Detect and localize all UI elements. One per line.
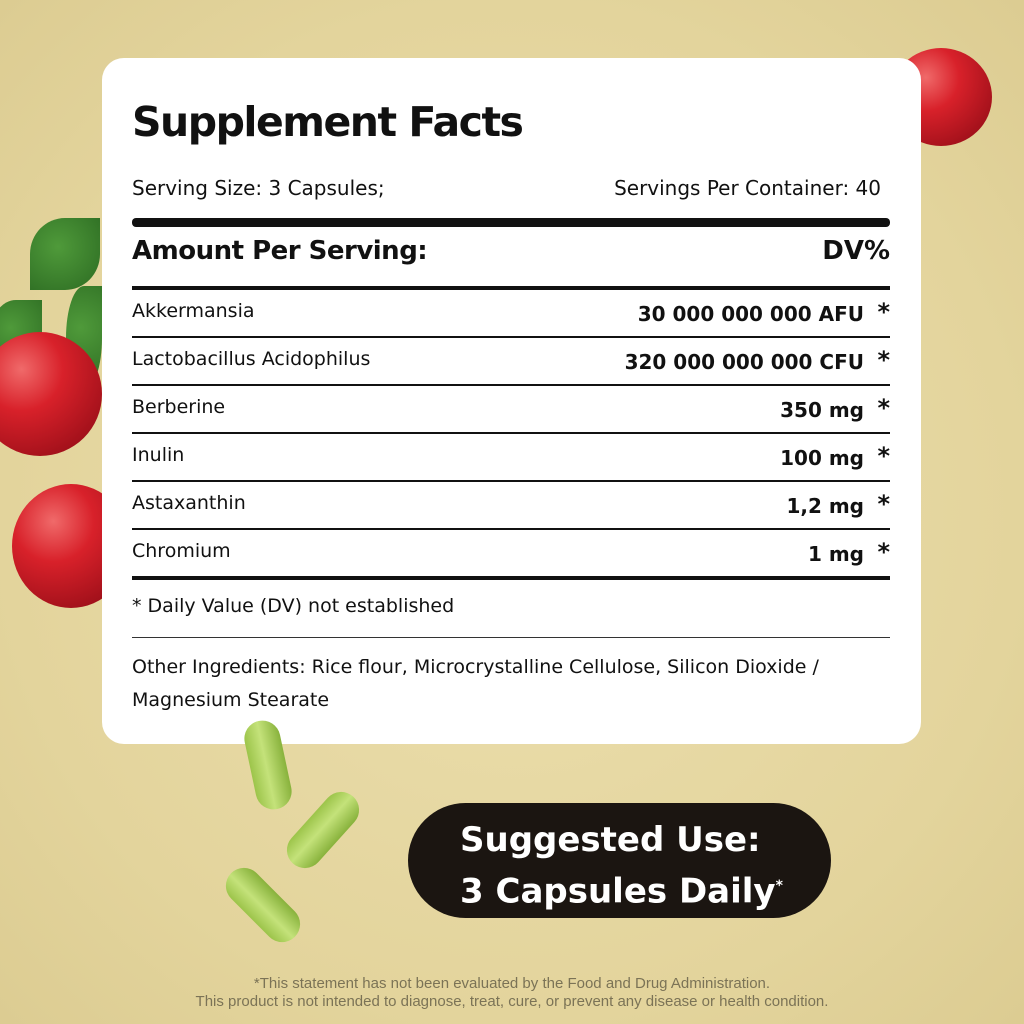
divider: [132, 528, 890, 530]
divider: [132, 384, 890, 386]
divider: [132, 576, 890, 580]
dv-header: DV%: [822, 236, 890, 266]
ingredient-row: Inulin 100 mg *: [132, 442, 890, 492]
ingredient-name: Berberine: [132, 396, 226, 418]
dv-footnote: * Daily Value (DV) not established: [132, 595, 455, 617]
servings-per-container: Servings Per Container: 40: [614, 176, 881, 200]
divider: [132, 480, 890, 482]
capsule-decoration: [218, 860, 308, 950]
ingredient-row: Astaxanthin 1,2 mg *: [132, 490, 890, 540]
ingredient-amount: 350 mg: [780, 398, 864, 422]
suggested-use-dose: 3 Capsules Daily: [460, 871, 776, 912]
supplement-facts-panel: Supplement Facts Serving Size: 3 Capsule…: [102, 58, 921, 744]
divider: [132, 336, 890, 338]
divider: [132, 286, 890, 290]
capsule-decoration: [279, 784, 367, 876]
disclaimer-line: This product is not intended to diagnose…: [195, 993, 829, 1010]
ingredient-dv: *: [877, 394, 890, 422]
ingredient-amount: 100 mg: [780, 446, 864, 470]
suggested-use-badge: Suggested Use: 3 Capsules Daily*: [408, 803, 831, 918]
disclaimer-line: *This statement has not been evaluated b…: [253, 975, 771, 992]
other-ingredients: Other Ingredients: Rice flour, Microcrys…: [132, 656, 819, 711]
ingredient-dv: *: [877, 538, 890, 566]
ingredient-name: Akkermansia: [132, 300, 255, 322]
ingredient-amount: 30 000 000 000 AFU: [637, 302, 864, 326]
panel-title: Supplement Facts: [132, 98, 524, 146]
ingredient-row: Berberine 350 mg *: [132, 394, 890, 444]
ingredient-amount: 1,2 mg: [786, 494, 864, 518]
suggested-use-title: Suggested Use:: [460, 820, 761, 860]
cranberry-decoration: [0, 332, 102, 456]
ingredient-dv: *: [877, 442, 890, 470]
ingredient-dv: *: [877, 298, 890, 326]
ingredient-dv: *: [877, 490, 890, 518]
divider: [132, 637, 890, 638]
divider-thick: [132, 218, 890, 227]
ingredient-amount: 1 mg: [807, 542, 864, 566]
ingredient-row: Lactobacillus Acidophilus 320 000 000 00…: [132, 346, 890, 396]
ingredient-name: Astaxanthin: [132, 492, 246, 514]
amount-per-serving-header: Amount Per Serving:: [132, 236, 428, 266]
ingredient-row: Akkermansia 30 000 000 000 AFU *: [132, 298, 890, 348]
fda-disclaimer: *This statement has not been evaluated b…: [0, 975, 1024, 1011]
suggested-use-asterisk: *: [775, 878, 783, 894]
ingredient-dv: *: [877, 346, 890, 374]
ingredient-name: Lactobacillus Acidophilus: [132, 348, 371, 370]
ingredient-amount: 320 000 000 000 CFU: [624, 350, 864, 374]
divider: [132, 432, 890, 434]
ingredient-name: Inulin: [132, 444, 185, 466]
ingredient-name: Chromium: [132, 540, 231, 562]
serving-size: Serving Size: 3 Capsules;: [132, 176, 385, 200]
ingredient-row: Chromium 1 mg *: [132, 538, 890, 588]
leaf-decoration: [30, 218, 100, 290]
